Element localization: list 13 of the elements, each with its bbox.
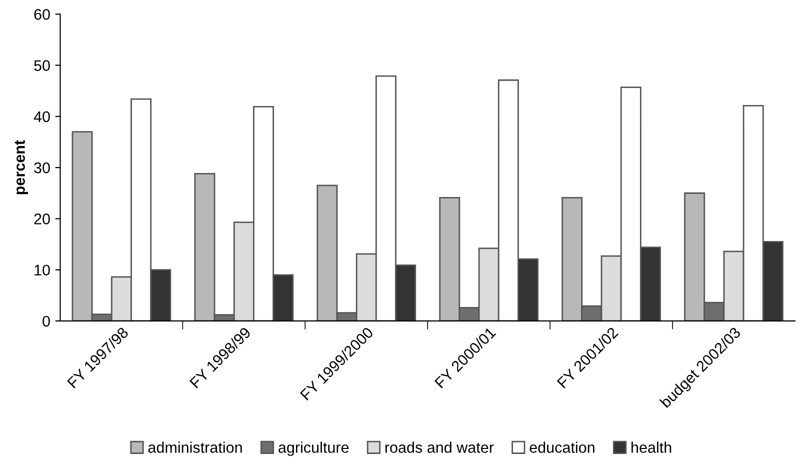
legend-label: health: [632, 442, 672, 453]
y-tick-label: 20: [34, 214, 50, 224]
y-tick-label: 30: [34, 162, 50, 174]
y-tick-label: 0: [42, 316, 50, 327]
legend-label: roads and water: [385, 442, 494, 453]
y-tick-label: 50: [34, 60, 50, 71]
y-tick-label: 40: [34, 111, 50, 122]
y-tick-label: 60: [34, 9, 50, 20]
legend-label: education: [530, 442, 594, 453]
y-axis-title: percent: [14, 140, 28, 194]
y-tick-label: 10: [34, 264, 50, 276]
legend-label: agriculture: [278, 442, 349, 456]
legend-label: administration: [148, 442, 242, 453]
